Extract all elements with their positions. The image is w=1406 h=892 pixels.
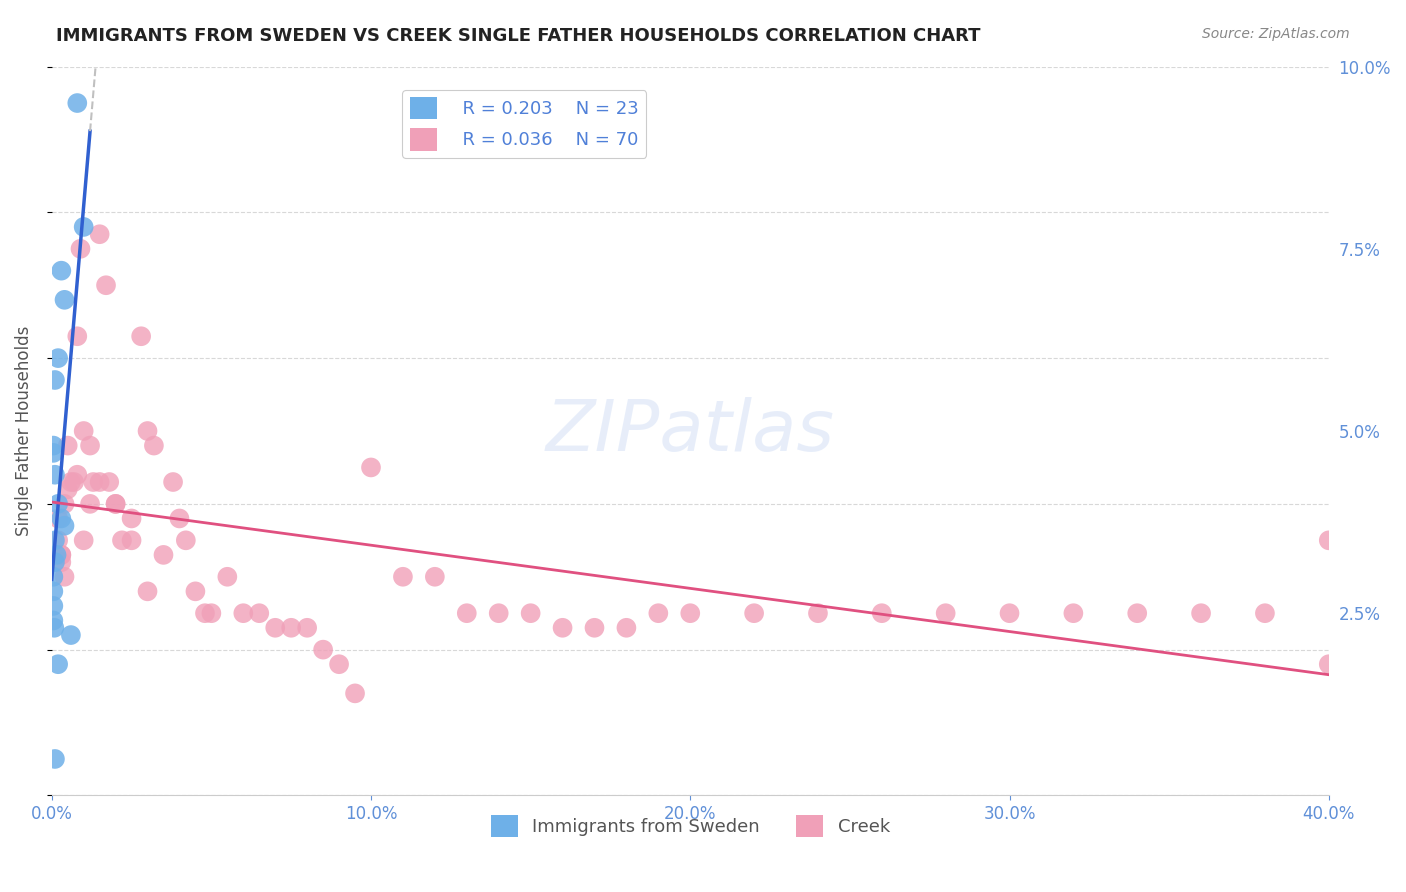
Point xyxy=(44,467,66,482)
Point xyxy=(42,599,65,613)
Point xyxy=(42,446,65,460)
Point xyxy=(66,329,89,343)
Point xyxy=(295,621,318,635)
Point xyxy=(51,548,73,562)
Point xyxy=(51,548,73,562)
Point xyxy=(312,642,335,657)
Point xyxy=(94,278,117,293)
Legend: Immigrants from Sweden, Creek: Immigrants from Sweden, Creek xyxy=(484,808,897,845)
Point xyxy=(1317,533,1340,548)
Point xyxy=(44,533,66,548)
Point xyxy=(136,424,159,438)
Point xyxy=(46,657,69,672)
Point xyxy=(423,570,446,584)
Point xyxy=(66,467,89,482)
Point xyxy=(44,373,66,387)
Point xyxy=(519,606,541,620)
Point xyxy=(79,497,101,511)
Point xyxy=(162,475,184,489)
Point xyxy=(1189,606,1212,620)
Point xyxy=(44,555,66,569)
Point xyxy=(174,533,197,548)
Point xyxy=(53,518,76,533)
Point xyxy=(360,460,382,475)
Point xyxy=(1254,606,1277,620)
Point xyxy=(232,606,254,620)
Point xyxy=(679,606,702,620)
Point xyxy=(121,533,143,548)
Point xyxy=(51,511,73,525)
Point xyxy=(53,293,76,307)
Point xyxy=(46,533,69,548)
Point xyxy=(217,570,239,584)
Point xyxy=(169,511,191,525)
Point xyxy=(59,475,82,489)
Point xyxy=(111,533,134,548)
Point xyxy=(73,219,96,234)
Point xyxy=(200,606,222,620)
Point xyxy=(280,621,302,635)
Point xyxy=(742,606,765,620)
Point xyxy=(63,475,86,489)
Point xyxy=(456,606,478,620)
Point xyxy=(870,606,893,620)
Point xyxy=(121,511,143,525)
Point xyxy=(104,497,127,511)
Point xyxy=(73,533,96,548)
Point xyxy=(51,263,73,277)
Point xyxy=(44,752,66,766)
Point xyxy=(44,621,66,635)
Point xyxy=(551,621,574,635)
Text: IMMIGRANTS FROM SWEDEN VS CREEK SINGLE FATHER HOUSEHOLDS CORRELATION CHART: IMMIGRANTS FROM SWEDEN VS CREEK SINGLE F… xyxy=(56,27,981,45)
Point xyxy=(807,606,830,620)
Point xyxy=(647,606,669,620)
Point xyxy=(51,555,73,569)
Point xyxy=(142,439,165,453)
Point xyxy=(89,475,111,489)
Point xyxy=(42,439,65,453)
Point xyxy=(583,621,606,635)
Point xyxy=(73,424,96,438)
Point xyxy=(46,351,69,365)
Point xyxy=(66,96,89,111)
Point xyxy=(79,439,101,453)
Point xyxy=(194,606,217,620)
Point xyxy=(488,606,510,620)
Point xyxy=(152,548,174,562)
Point xyxy=(344,686,367,700)
Point xyxy=(46,497,69,511)
Point xyxy=(53,570,76,584)
Point xyxy=(136,584,159,599)
Point xyxy=(42,570,65,584)
Point xyxy=(45,548,67,562)
Point xyxy=(98,475,121,489)
Point xyxy=(59,628,82,642)
Point xyxy=(69,242,91,256)
Point xyxy=(328,657,350,672)
Point xyxy=(616,621,638,635)
Point xyxy=(129,329,152,343)
Point xyxy=(392,570,415,584)
Point xyxy=(184,584,207,599)
Text: ZIPatlas: ZIPatlas xyxy=(546,397,835,466)
Text: Source: ZipAtlas.com: Source: ZipAtlas.com xyxy=(1202,27,1350,41)
Point xyxy=(42,584,65,599)
Point xyxy=(89,227,111,242)
Point xyxy=(53,497,76,511)
Point xyxy=(56,439,79,453)
Point xyxy=(1317,657,1340,672)
Point xyxy=(56,483,79,497)
Point xyxy=(264,621,287,635)
Point xyxy=(42,614,65,628)
Point xyxy=(104,497,127,511)
Point xyxy=(1126,606,1149,620)
Point xyxy=(1062,606,1084,620)
Point xyxy=(46,511,69,525)
Point xyxy=(935,606,957,620)
Point xyxy=(247,606,270,620)
Point xyxy=(998,606,1021,620)
Y-axis label: Single Father Households: Single Father Households xyxy=(15,326,32,536)
Point xyxy=(82,475,104,489)
